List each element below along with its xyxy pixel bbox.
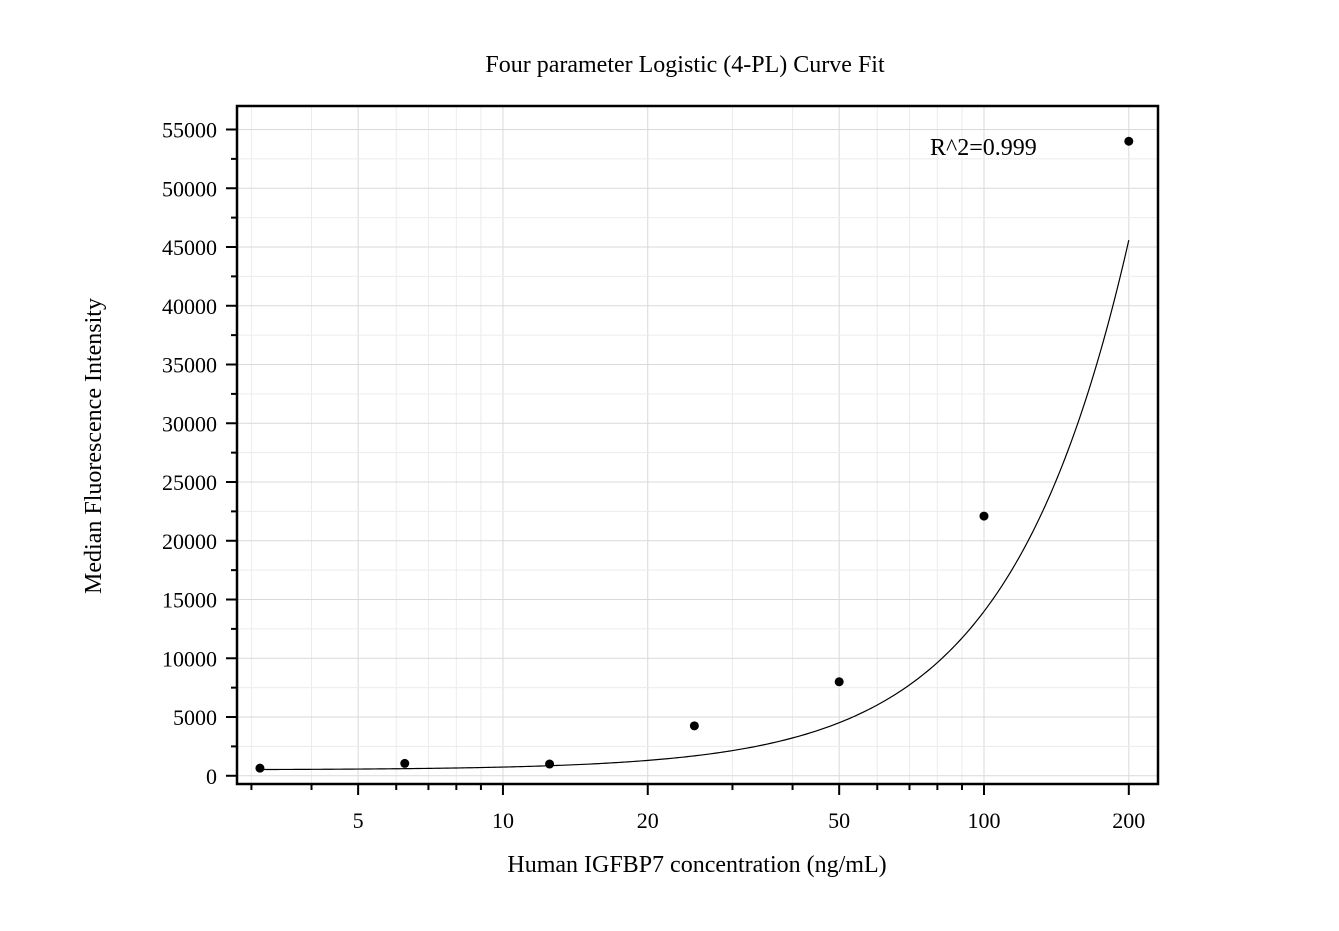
plot-frame (235, 104, 1160, 786)
chart-title: Four parameter Logistic (4-PL) Curve Fit (485, 52, 885, 78)
data-points (255, 136, 1134, 773)
y-tick-label: 35000 (162, 353, 217, 378)
y-tick-label: 30000 (162, 411, 217, 436)
y-tick-label: 40000 (162, 294, 217, 319)
y-axis-label: Median Fluorescence Intensity (81, 298, 107, 594)
data-point (255, 763, 265, 773)
y-tick-label: 45000 (162, 235, 217, 260)
x-tick-label: 10 (492, 808, 514, 833)
y-tick-label: 10000 (162, 646, 217, 671)
r-squared-annotation: R^2=0.999 (930, 135, 1037, 161)
y-tick-label: 15000 (162, 588, 217, 613)
x-tick-label: 100 (967, 808, 1000, 833)
y-tick-label: 55000 (162, 118, 217, 143)
fit-curve (259, 240, 1130, 771)
data-point (834, 677, 844, 687)
x-axis-label: Human IGFBP7 concentration (ng/mL) (507, 852, 886, 878)
y-tick-label: 0 (206, 764, 217, 789)
data-point (1124, 136, 1134, 146)
x-tick-label: 50 (828, 808, 850, 833)
y-axis: 0 5000 10000 15000 20000 25000 30000 35000 40000… (162, 118, 237, 789)
y-tick-label: 5000 (173, 705, 217, 730)
x-tick-label: 200 (1112, 808, 1145, 833)
data-point (400, 758, 410, 768)
data-point (979, 511, 989, 521)
x-tick-label: 20 (637, 808, 659, 833)
data-point (689, 721, 699, 731)
x-tick-label: 5 (353, 808, 364, 833)
grid (237, 106, 1158, 784)
y-tick-label: 20000 (162, 529, 217, 554)
x-axis: 5 10 20 50 100 200 (250, 784, 1145, 833)
y-tick-label: 25000 (162, 470, 217, 495)
data-point (545, 759, 555, 769)
y-tick-label: 50000 (162, 176, 217, 201)
